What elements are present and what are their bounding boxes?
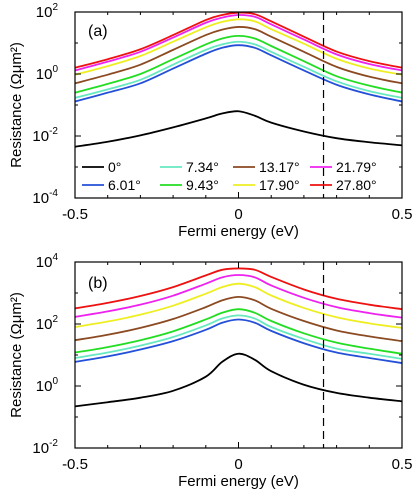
panel-b-y-tick-label: 10-2 (32, 438, 58, 457)
legend-label: 17.90° (259, 177, 300, 193)
panel-b-y-tick-label: 104 (36, 252, 59, 271)
series-line (74, 267, 403, 311)
legend-label: 6.01° (108, 177, 141, 193)
panel-b-label: (b) (88, 275, 108, 292)
series-line (74, 18, 403, 76)
series-line (74, 274, 403, 319)
panel-a-series (74, 11, 403, 148)
panel-a-x-tick-label: -0.5 (62, 206, 88, 223)
panel-a-x-axis-title: Fermi energy (eV) (178, 223, 299, 240)
series-line (74, 34, 403, 94)
legend-label: 13.17° (259, 159, 300, 175)
panel-a-ticks (74, 11, 403, 199)
panel-b-series (74, 267, 403, 408)
panel-b-ticks (74, 261, 403, 449)
series-line (74, 110, 403, 148)
series-line (74, 352, 403, 408)
legend-label: 21.79° (336, 159, 377, 175)
series-line (74, 308, 403, 355)
panel-a-y-tick-label: 10-4 (32, 188, 58, 207)
panel-a-y-tick-label: 10-2 (32, 126, 58, 145)
panel-b-y-tick-label: 100 (36, 376, 59, 395)
legend-label: 7.34° (186, 159, 219, 175)
panel-b-y-axis-title: Resistance (Ωμm²) (8, 292, 25, 418)
panel-b-x-tick-label: -0.5 (62, 456, 88, 473)
panel-b-x-tick-labels: -0.5 0 0.5 (62, 456, 412, 473)
panel-a-y-tick-labels: 10-4 10-2 100 102 (32, 2, 58, 207)
panel-a-x-tick-labels: -0.5 0 0.5 (62, 206, 412, 223)
panel-a-label: (a) (88, 23, 108, 40)
series-line (74, 44, 403, 103)
panel-a: (a) -0.5 0 0.5 10-4 10-2 100 102 Fermi e… (8, 2, 412, 240)
legend-label: 9.43° (186, 177, 219, 193)
panel-b-x-tick-label: 0.5 (392, 456, 413, 473)
legend-label: 0° (108, 159, 121, 175)
panel-b-x-tick-label: 0 (234, 456, 242, 473)
series-line (74, 282, 403, 329)
series-line (74, 318, 403, 364)
panel-a-x-tick-label: 0.5 (392, 206, 413, 223)
series-line (74, 26, 403, 85)
panel-b-y-tick-labels: 10-2 100 102 104 (32, 252, 58, 457)
panel-b: (b) -0.5 0 0.5 10-2 100 102 104 Fermi en… (8, 252, 412, 490)
series-line (74, 40, 403, 99)
panel-b-x-axis-title: Fermi energy (eV) (178, 473, 299, 490)
panel-a-y-tick-label: 100 (36, 64, 59, 83)
panel-a-y-axis-title: Resistance (Ωμm²) (8, 42, 25, 168)
legend-label: 27.80° (336, 177, 377, 193)
legend: 0° 7.34° 13.17° 21.79° 6.01° 9.43° 17.90° 27.80… (82, 159, 377, 193)
panel-a-y-tick-label: 102 (36, 2, 59, 21)
series-line (74, 295, 403, 343)
panel-b-y-tick-label: 102 (36, 314, 59, 333)
series-line (74, 314, 403, 360)
panel-a-x-tick-label: 0 (234, 206, 242, 223)
